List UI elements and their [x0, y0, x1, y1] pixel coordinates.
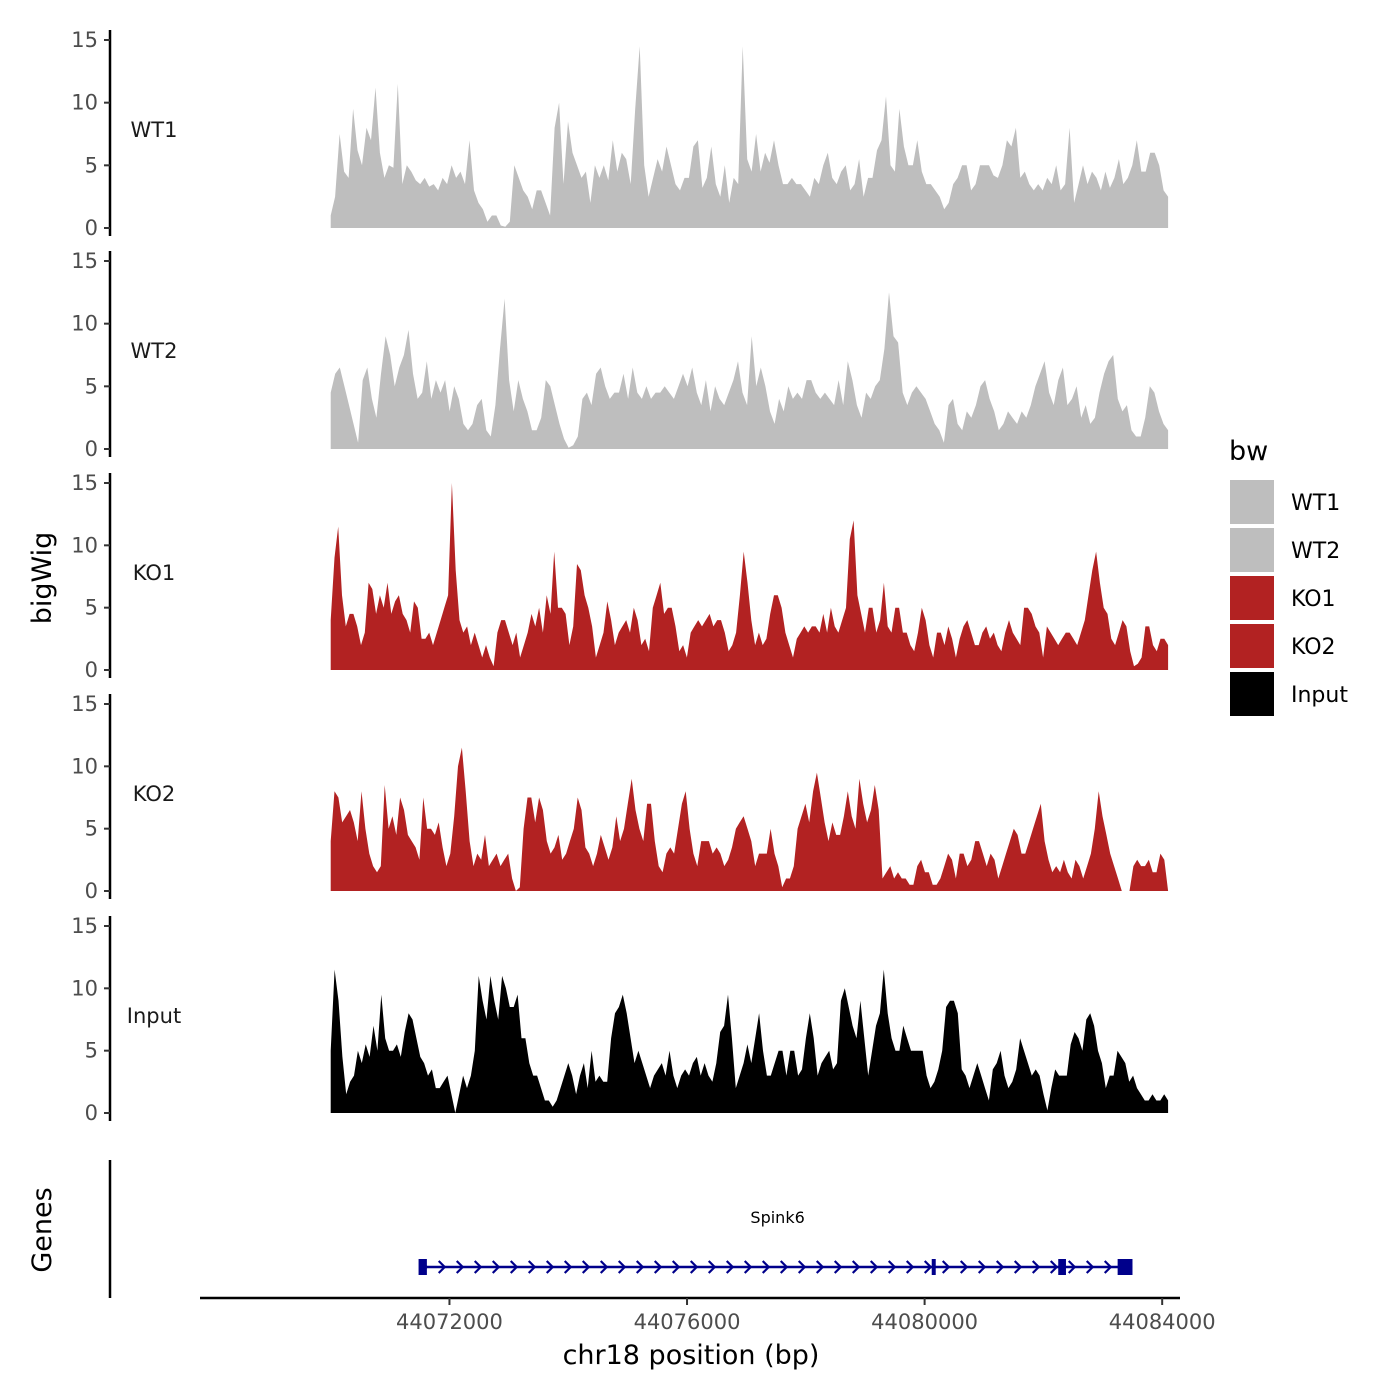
strand-arrow — [545, 1260, 555, 1274]
legend-swatch-input — [1230, 672, 1274, 716]
legend-label-wt2: WT2 — [1291, 539, 1340, 564]
strand-arrow — [1013, 1260, 1023, 1274]
strand-arrow — [473, 1260, 483, 1274]
exon-3 — [1058, 1259, 1066, 1275]
track-label-wt1: WT1 — [131, 118, 178, 142]
strand-arrow — [1103, 1260, 1113, 1274]
track-label-ko1: KO1 — [133, 561, 176, 585]
strand-arrow — [1085, 1260, 1095, 1274]
strand-arrow — [437, 1260, 447, 1274]
track-label-ko2: KO2 — [133, 782, 176, 806]
legend-swatch-wt1 — [1230, 480, 1274, 524]
strand-arrow — [797, 1260, 807, 1274]
strand-arrow — [689, 1260, 699, 1274]
strand-arrow — [761, 1260, 771, 1274]
y-tick-label-ko1-0: 0 — [85, 658, 98, 682]
exon-1 — [418, 1259, 427, 1275]
strand-arrow — [833, 1260, 843, 1274]
legend-swatch-ko2 — [1230, 624, 1274, 668]
y-tick-label-input-10: 10 — [71, 976, 98, 1000]
y-tick-label-input-5: 5 — [85, 1039, 98, 1063]
legend-label-ko2: KO2 — [1291, 635, 1336, 660]
strand-arrow — [653, 1260, 663, 1274]
y-tick-label-wt1-5: 5 — [85, 153, 98, 177]
strand-arrow — [995, 1260, 1005, 1274]
strand-arrow — [851, 1260, 861, 1274]
x-axis-title: chr18 position (bp) — [563, 1340, 820, 1371]
strand-arrow — [455, 1260, 465, 1274]
strand-arrow — [743, 1260, 753, 1274]
strand-arrow — [977, 1260, 987, 1274]
x-tick-label-44076000: 44076000 — [634, 1310, 741, 1334]
coverage-area-wt2 — [330, 292, 1169, 449]
strand-arrow — [599, 1260, 609, 1274]
strand-arrow — [905, 1260, 915, 1274]
strand-arrow — [869, 1260, 879, 1274]
y-tick-label-wt1-15: 15 — [71, 28, 98, 52]
coverage-area-wt1 — [330, 46, 1169, 228]
strand-arrow — [617, 1260, 627, 1274]
strand-arrow — [635, 1260, 645, 1274]
strand-arrow — [923, 1260, 933, 1274]
strand-arrow — [779, 1260, 789, 1274]
strand-arrow — [671, 1260, 681, 1274]
track-label-wt2: WT2 — [131, 339, 178, 363]
strand-arrow — [509, 1260, 519, 1274]
y-tick-label-ko1-15: 15 — [71, 471, 98, 495]
y-tick-label-ko2-10: 10 — [71, 754, 98, 778]
x-tick-label-44084000: 44084000 — [1109, 1310, 1216, 1334]
legend-swatch-wt2 — [1230, 528, 1274, 572]
legend-label-input: Input — [1291, 683, 1348, 708]
track-label-input: Input — [127, 1004, 181, 1028]
y-tick-label-wt2-10: 10 — [71, 312, 98, 336]
strand-arrow — [491, 1260, 501, 1274]
strand-arrow — [581, 1260, 591, 1274]
coverage-area-input — [330, 969, 1169, 1113]
y-tick-label-wt2-15: 15 — [71, 249, 98, 273]
y-tick-label-wt1-10: 10 — [71, 91, 98, 115]
x-tick-label-44072000: 44072000 — [396, 1310, 503, 1334]
gene-label-spink6: Spink6 — [750, 1208, 804, 1227]
y-axis-title: bigWig — [27, 532, 58, 625]
legend-title: bw — [1229, 436, 1268, 467]
coverage-area-ko1 — [330, 483, 1169, 670]
y-tick-label-wt2-0: 0 — [85, 437, 98, 461]
strand-arrow — [563, 1260, 573, 1274]
strand-arrow — [1031, 1260, 1041, 1274]
y-tick-label-ko2-0: 0 — [85, 879, 98, 903]
genes-axis-title: Genes — [27, 1187, 58, 1272]
y-tick-label-ko2-15: 15 — [71, 692, 98, 716]
x-tick-label-44080000: 44080000 — [871, 1310, 978, 1334]
strand-arrow — [707, 1260, 717, 1274]
y-tick-label-input-15: 15 — [71, 914, 98, 938]
exon-2 — [931, 1259, 936, 1275]
strand-arrow — [527, 1260, 537, 1274]
y-tick-label-ko1-10: 10 — [71, 533, 98, 557]
y-tick-label-input-0: 0 — [85, 1101, 98, 1125]
strand-arrow — [725, 1260, 735, 1274]
strand-arrow — [887, 1260, 897, 1274]
exon-4 — [1117, 1259, 1133, 1275]
strand-arrow — [959, 1260, 969, 1274]
strand-arrow — [1049, 1260, 1059, 1274]
strand-arrow — [941, 1260, 951, 1274]
y-tick-label-wt2-5: 5 — [85, 374, 98, 398]
legend-label-ko1: KO1 — [1291, 587, 1336, 612]
y-tick-label-ko1-5: 5 — [85, 596, 98, 620]
y-tick-label-wt1-0: 0 — [85, 216, 98, 240]
strand-arrow — [1067, 1260, 1077, 1274]
legend-label-wt1: WT1 — [1291, 491, 1340, 516]
legend-swatch-ko1 — [1230, 576, 1274, 620]
strand-arrow — [815, 1260, 825, 1274]
y-tick-label-ko2-5: 5 — [85, 817, 98, 841]
coverage-area-ko2 — [330, 747, 1169, 891]
